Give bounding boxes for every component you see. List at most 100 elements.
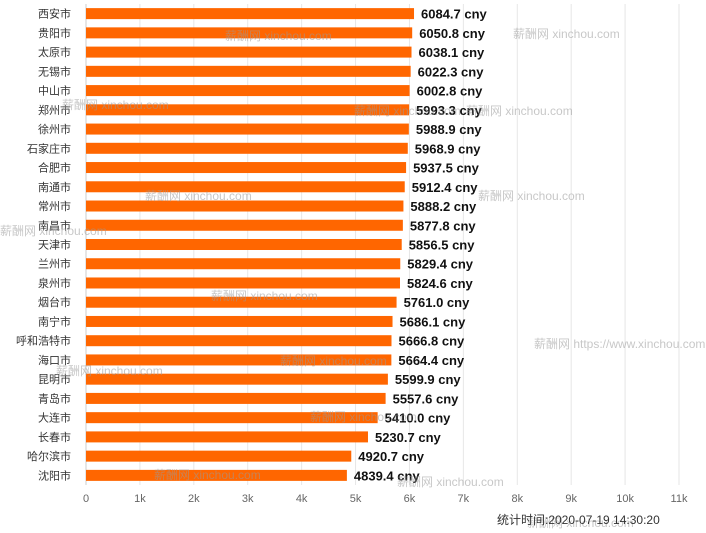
value-label: 5410.0 cny: [385, 411, 452, 426]
watermarks: 薪酬网 xinchou.com 薪酬网 xinchou.com 薪酬网 xincho…: [0, 27, 705, 530]
value-label: 6002.8 cny: [417, 84, 484, 99]
stat-time-footer: 统计时间:2020-07-19 14:30:20: [497, 513, 660, 527]
category-label: 大连市: [38, 411, 71, 425]
bar: [86, 200, 404, 212]
value-label: 4920.7 cny: [358, 449, 425, 464]
x-tick-label: 11k: [671, 493, 688, 505]
x-tick-label: 2k: [188, 493, 200, 505]
value-label: 6084.7 cny: [421, 7, 488, 22]
bar: [86, 142, 408, 154]
watermark: 薪酬网 xinchou.com: [354, 104, 461, 118]
value-label: 5666.8 cny: [398, 334, 465, 349]
bar: [86, 277, 400, 289]
value-label: 5988.9 cny: [416, 122, 483, 137]
bars-group: 西安市 6084.7 cny 贵阳市 6050.8 cny 太原市 6038.1 cny 无…: [16, 7, 488, 484]
bar: [86, 335, 392, 347]
x-tick-label: 10k: [616, 493, 634, 505]
watermark: 薪酬网 xinchou.com: [466, 104, 573, 118]
bar: [86, 258, 401, 270]
category-label: 烟台市: [38, 295, 71, 309]
bar: [86, 431, 368, 443]
x-tick-label: 8k: [511, 493, 523, 505]
watermark: 薪酬网 xinchou.com: [527, 516, 634, 530]
bar: [86, 46, 412, 58]
watermark: 薪酬网 xinchou.com: [225, 29, 332, 43]
category-label: 太原市: [38, 45, 71, 59]
value-label: 5599.9 cny: [395, 372, 462, 387]
category-label: 沈阳市: [38, 468, 71, 482]
value-label: 5912.4 cny: [412, 180, 479, 195]
value-label: 5824.6 cny: [407, 276, 474, 291]
bar: [86, 8, 415, 20]
value-label: 6038.1 cny: [419, 45, 486, 60]
category-label: 兰州市: [38, 257, 71, 271]
bar: [86, 181, 405, 193]
watermark: 薪酬网 xinchou.com: [154, 468, 261, 482]
value-label: 5557.6 cny: [393, 391, 460, 406]
value-label: 5856.5 cny: [409, 238, 476, 253]
bar: [86, 239, 402, 250]
bar: [86, 315, 393, 327]
bar: [86, 296, 397, 308]
value-label: 5686.1 cny: [400, 314, 467, 329]
category-label: 徐州市: [38, 122, 71, 136]
value-label: 5937.5 cny: [413, 161, 480, 176]
category-label: 哈尔滨市: [27, 449, 71, 463]
bar: [86, 392, 386, 404]
watermark: 薪酬网 xinchou.com: [56, 364, 163, 378]
category-label: 南宁市: [38, 314, 71, 328]
watermark: 薪酬网 xinchou.com: [0, 224, 107, 238]
value-label: 5993.3 cny: [416, 103, 483, 118]
category-label: 无锡市: [38, 64, 71, 78]
category-label: 天津市: [38, 238, 71, 252]
bar: [86, 123, 409, 135]
category-label: 昆明市: [38, 372, 71, 386]
bar: [86, 219, 403, 231]
category-label: 南通市: [38, 180, 71, 194]
category-label: 长春市: [38, 430, 71, 444]
category-label: 郑州市: [38, 103, 71, 117]
category-label: 泉州市: [38, 276, 71, 290]
watermark: 薪酬网 https://www.xinchou.com: [534, 337, 705, 351]
watermark: 薪酬网 xinchou.com: [62, 98, 169, 112]
bar: [86, 85, 410, 97]
category-label: 青岛市: [38, 391, 71, 405]
bar: [86, 450, 352, 462]
category-label: 西安市: [38, 7, 71, 21]
category-label: 贵阳市: [38, 26, 71, 40]
category-label: 海口市: [38, 353, 71, 367]
value-label: 5230.7 cny: [375, 430, 442, 445]
bar: [86, 354, 392, 366]
watermark: 薪酬网 xinchou.com: [397, 475, 504, 489]
bar: [86, 162, 407, 174]
category-label: 中山市: [38, 84, 71, 98]
category-label: 南昌市: [38, 218, 71, 232]
watermark: 薪酬网 xinchou.com: [310, 410, 417, 424]
value-label: 5664.4 cny: [398, 353, 465, 368]
watermark: 薪酬网 xinchou.com: [478, 189, 585, 203]
category-label: 合肥市: [38, 161, 71, 175]
watermark: 薪酬网 xinchou.com: [280, 354, 387, 368]
x-tick-label: 4k: [296, 493, 308, 505]
value-label: 5968.9 cny: [415, 141, 482, 156]
bar: [86, 65, 411, 77]
x-tick-label: 0: [83, 493, 89, 505]
bar: [86, 27, 413, 39]
value-label: 5877.8 cny: [410, 218, 477, 233]
bar: [86, 412, 378, 424]
category-label: 呼和浩特市: [16, 334, 71, 348]
watermark: 薪酬网 xinchou.com: [513, 27, 620, 41]
bar: [86, 469, 347, 481]
category-label: 石家庄市: [27, 141, 71, 155]
value-label: 6050.8 cny: [419, 26, 486, 41]
watermark: 薪酬网 xinchou.com: [145, 189, 252, 203]
value-label: 5888.2 cny: [410, 199, 477, 214]
value-label: 6022.3 cny: [418, 64, 485, 79]
bar: [86, 104, 410, 116]
watermark: 薪酬网 xinchou.com: [211, 289, 318, 303]
bar: [86, 373, 388, 385]
category-label: 常州市: [38, 199, 71, 213]
x-tick-label: 5k: [350, 493, 362, 505]
x-tick-label: 6k: [404, 493, 416, 505]
